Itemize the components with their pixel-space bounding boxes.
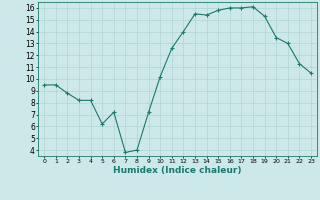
X-axis label: Humidex (Indice chaleur): Humidex (Indice chaleur)	[113, 166, 242, 175]
